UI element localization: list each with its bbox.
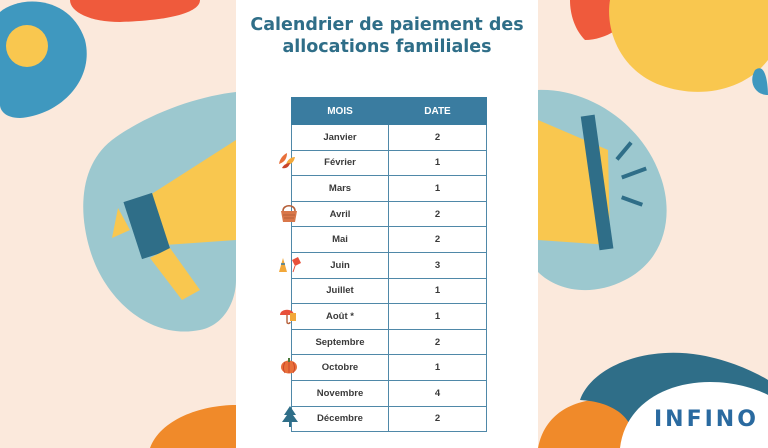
title-line-1: Calendrier de paiement des — [250, 15, 524, 35]
table-row: Septembre 2 — [291, 328, 487, 356]
month-cell: Août * — [291, 303, 389, 330]
payment-calendar-table: MOIS DATE Janvier 2 Février 1 Mars 1 Avril 2… — [291, 97, 487, 433]
table-row: Avril 2 — [291, 200, 487, 228]
title-line-2: allocations familiales — [282, 37, 492, 57]
date-cell: 2 — [388, 226, 487, 253]
date-cell: 1 — [388, 277, 487, 305]
table-row: Juin 3 — [291, 251, 487, 279]
page-title: Calendrier de paiement des allocations f… — [236, 14, 538, 58]
table-row: Novembre 4 — [291, 379, 487, 407]
leaves-icon — [279, 153, 295, 169]
date-cell: 2 — [388, 405, 487, 433]
date-cell: 1 — [388, 149, 487, 177]
date-cell: 2 — [388, 328, 487, 356]
table-row: Mai 2 — [291, 226, 487, 253]
table-row: Février 1 — [291, 149, 487, 177]
kite-icon — [279, 257, 301, 273]
table-row: Octobre 1 — [291, 354, 487, 381]
table-row: Janvier 2 — [291, 124, 487, 151]
month-cell: Mai — [291, 226, 389, 253]
table-row: Décembre 2 — [291, 405, 487, 433]
date-cell: 3 — [388, 251, 487, 279]
date-cell: 1 — [388, 354, 487, 381]
month-cell: Décembre — [291, 405, 389, 433]
month-cell: Septembre — [291, 328, 389, 356]
month-cell: Juillet — [291, 277, 389, 305]
date-cell: 4 — [388, 379, 487, 407]
month-cell: Avril — [291, 200, 389, 228]
pumpkin-icon — [281, 358, 297, 374]
header-mois: MOIS — [291, 97, 389, 125]
infino-logo: INFINO — [654, 407, 759, 432]
month-cell: Mars — [291, 175, 389, 202]
date-cell: 2 — [388, 124, 487, 151]
table-header-row: MOIS DATE — [291, 97, 487, 125]
header-date: DATE — [388, 97, 487, 125]
table-row: Juillet 1 — [291, 277, 487, 305]
pine-tree-icon — [282, 406, 298, 427]
date-cell: 2 — [388, 200, 487, 228]
umbrella-icon — [280, 309, 296, 325]
month-cell: Février — [291, 149, 389, 177]
date-cell: 1 — [388, 303, 487, 330]
table-row: Mars 1 — [291, 175, 487, 202]
table-row: Août * 1 — [291, 303, 487, 330]
month-cell: Novembre — [291, 379, 389, 407]
date-cell: 1 — [388, 175, 487, 202]
month-cell: Octobre — [291, 354, 389, 381]
basket-icon — [281, 204, 297, 222]
month-cell: Janvier — [291, 124, 389, 151]
month-cell: Juin — [291, 251, 389, 279]
